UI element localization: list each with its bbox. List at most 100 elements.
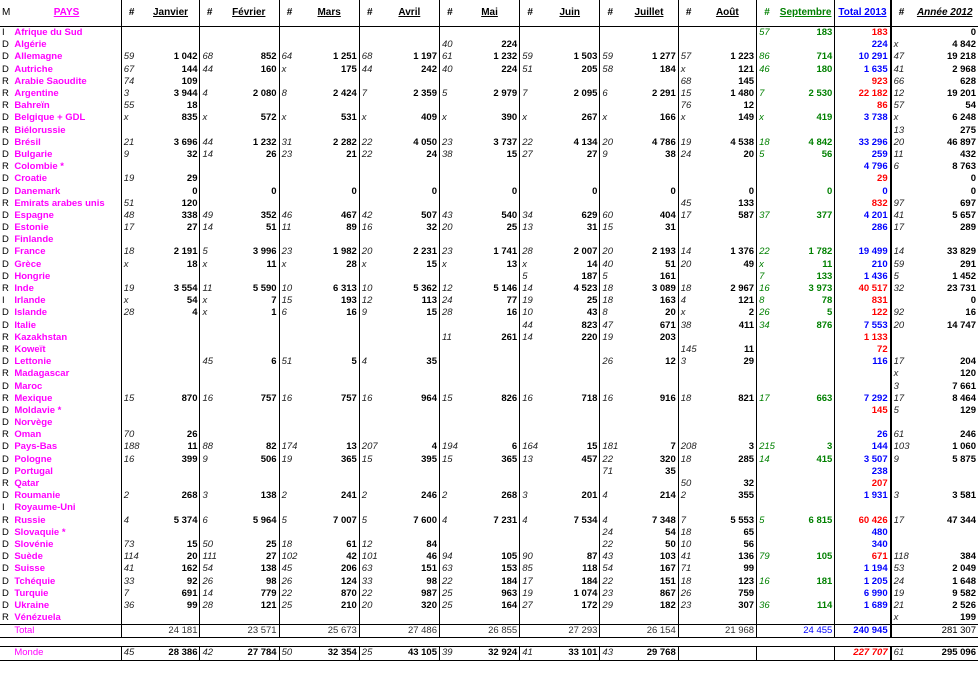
row-marker: D: [2, 563, 9, 575]
value-cell: 29 768: [620, 646, 679, 661]
rank-cell: 63: [438, 563, 460, 576]
year-2012-cell: 432: [960, 148, 976, 160]
value-cell: 32 354: [299, 646, 360, 661]
value-cell: [777, 527, 835, 539]
value-cell: 2 080: [252, 88, 277, 100]
rank-cell: 29: [599, 599, 621, 612]
value-cell: 5 553: [730, 514, 755, 526]
value-cell: 0: [748, 185, 755, 197]
rank-cell: 3: [199, 490, 219, 503]
rank-cell: 51: [519, 63, 541, 76]
rank-cell: 41: [120, 563, 142, 576]
value-cell: 11: [266, 258, 277, 270]
value-cell: [777, 198, 835, 210]
rank-cell: [358, 429, 380, 442]
rank-cell: 12: [889, 87, 912, 101]
rank-cell: 74: [120, 75, 142, 88]
year-2012-cell: 19 201: [946, 88, 976, 100]
table-row: D Espagne 48 338 49 352 46 467 42 507 43 540 34 629 60…: [0, 209, 978, 222]
value-cell: [777, 368, 835, 380]
rank-cell: x: [438, 258, 460, 271]
rank-cell: 50: [278, 646, 300, 661]
value-cell: [699, 173, 757, 185]
rank-cell: [756, 356, 777, 369]
value-cell: 963: [501, 587, 518, 599]
rank-cell: 207: [358, 441, 380, 454]
rank-cell: x: [438, 112, 460, 125]
value-cell: 25: [266, 538, 277, 550]
rank-cell: [278, 526, 300, 539]
value-cell: 21: [346, 148, 357, 160]
value-cell: 3 089: [651, 283, 676, 295]
value-cell: 1 251: [333, 51, 357, 63]
total-2013-cell: 6 990: [834, 587, 892, 600]
value-cell: [380, 198, 440, 210]
total-2013-cell: 210: [834, 258, 892, 271]
country-name: Argentine: [14, 88, 59, 100]
rank-cell: [519, 526, 541, 539]
value-cell: 5: [827, 307, 833, 319]
value-cell: 757: [340, 392, 357, 404]
value-cell: [219, 271, 279, 283]
rank-cell: 15: [599, 222, 621, 235]
header-pays: PAYS: [12, 0, 122, 27]
year-2012-cell: 384: [960, 551, 976, 563]
value-cell: 823: [581, 319, 598, 331]
rank-cell: [199, 624, 219, 639]
rank-cell: 32: [889, 282, 912, 296]
value-cell: [460, 271, 520, 283]
rank-cell: 28: [199, 599, 219, 612]
rank-cell: [519, 404, 541, 417]
header-aout: Août: [698, 0, 757, 27]
rank-cell: 48: [120, 209, 142, 222]
row-marker: D: [2, 441, 9, 453]
rank-cell: 22: [599, 453, 621, 466]
value-cell: 241: [340, 490, 357, 502]
rank-cell: 9: [120, 148, 142, 162]
value-cell: 33 101: [540, 646, 600, 661]
value-cell: [460, 100, 520, 112]
value-cell: 14: [586, 258, 598, 270]
value-cell: [540, 612, 600, 625]
rank-cell: 45: [278, 563, 300, 576]
table-row: R Biélorussie 13 275: [0, 124, 978, 137]
rank-cell: [358, 26, 380, 40]
year-2012-cell: 0: [970, 295, 976, 307]
year-2012-cell: 204: [960, 356, 976, 368]
rank-cell: 44: [358, 63, 380, 76]
rank-cell: [120, 526, 142, 539]
rank-cell: 7: [677, 514, 699, 527]
value-cell: [620, 502, 678, 514]
value-cell: 3 554: [173, 283, 198, 295]
rank-cell: 26: [599, 356, 621, 369]
rank-cell: 9: [199, 453, 219, 466]
value-cell: [219, 173, 279, 185]
value-cell: 193: [340, 295, 357, 307]
value-cell: 987: [421, 587, 437, 599]
rank-cell: 5: [438, 87, 460, 101]
rank-cell: [677, 646, 699, 661]
table-row: I Irlande x 54 x 7 15 193 12 113 24 77 19 25 18 163 4 121…: [0, 295, 978, 308]
value-cell: 175: [340, 63, 357, 75]
total-2013-cell: 1 689: [834, 599, 892, 612]
value-cell: 220: [581, 331, 598, 343]
rank-cell: 19: [120, 173, 142, 186]
table-row: I Royaume-Uni: [0, 502, 978, 515]
total-2013-cell: 1 635: [834, 63, 892, 76]
rank-cell: [278, 270, 300, 283]
value-cell: [299, 39, 359, 51]
rank-cell: [599, 185, 621, 198]
value-cell: 109: [181, 75, 198, 87]
rank-cell: [199, 39, 219, 52]
rank-cell: 71: [599, 465, 621, 478]
row-marker: D: [2, 465, 9, 477]
value-cell: 201: [581, 490, 598, 502]
rank-cell: x: [120, 295, 142, 308]
value-cell: [299, 173, 359, 185]
rank-cell: 10: [677, 538, 699, 552]
value-cell: 151: [659, 575, 676, 587]
rank-cell: 22: [278, 587, 300, 600]
rank-cell: 23: [438, 246, 460, 259]
year-2012-cell: 2 968: [952, 63, 976, 75]
table-row: D Norvège: [0, 417, 978, 430]
